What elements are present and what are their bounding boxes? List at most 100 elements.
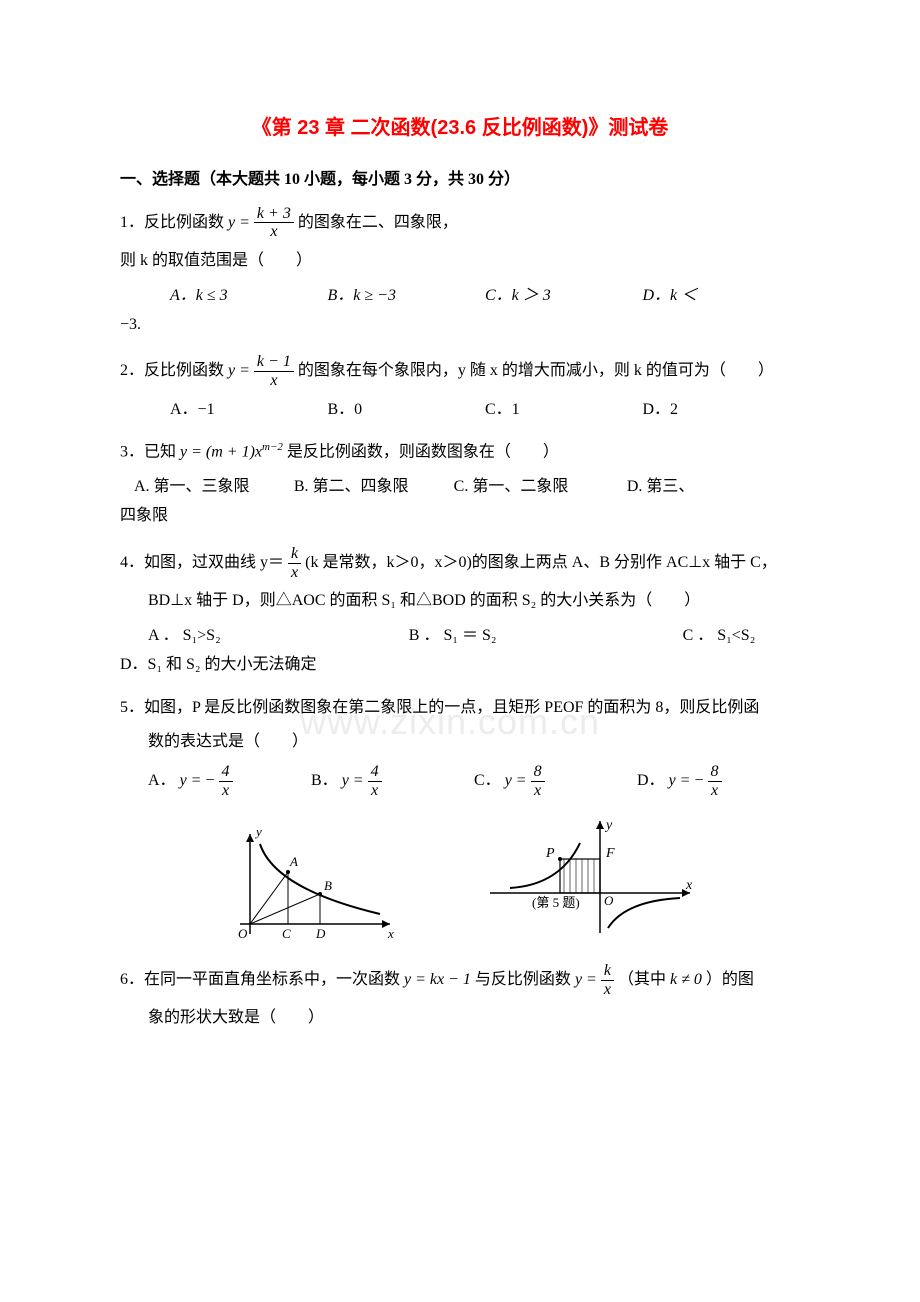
question-3: 3．已知 y = (m + 1)xm−2 是反比例函数，则函数图象在（ ） A.… <box>120 438 800 531</box>
q1-options: A．k ≤ 3 B．k ≥ −3 C．k ＞ 3 D．k ＜ <box>120 282 800 311</box>
figure-q5-wrap: y x P F O (第 5 题) <box>480 813 700 954</box>
q2-stem-b: 的图象在每个象限内，y 随 x 的增大而减小，则 k 的值可为（ ） <box>298 362 774 379</box>
q2-frac-num: k − 1 <box>254 353 294 371</box>
q4-line2: BD⊥x 轴于 D，则△AOC 的面积 S₁ 和△BOD 的面积 S₂ 的大小关… <box>120 587 800 616</box>
page-title: 《第 23 章 二次函数(23.6 反比例函数)》测试卷 <box>120 110 800 146</box>
fig4-C: C <box>282 926 291 941</box>
q1-opt-b-text: B．k ≥ −3 <box>328 287 396 304</box>
fig5-O: O <box>604 893 614 908</box>
q6-stem-c: （其中 <box>618 971 670 988</box>
question-1: 1．反比例函数 y = k + 3 x 的图象在二、四象限， 则 k 的取值范围… <box>120 205 800 340</box>
q6-frac-den: x <box>601 980 614 999</box>
q1-opt-a-text: A．k ≤ 3 <box>170 287 228 304</box>
q5-b-num: 4 <box>368 763 382 781</box>
q5-a-den: x <box>219 781 233 800</box>
q5-a-num: 4 <box>219 763 233 781</box>
q2-stem-a: 2．反比例函数 <box>120 362 228 379</box>
q5-d-pre: D． <box>637 772 665 789</box>
q4-line1: 4．如图，过双曲线 y＝ k x (k 是常数，k＞0，x＞0)的图象上两点 A… <box>120 545 800 581</box>
q3-stem-b: 是反比例函数，则函数图象在（ ） <box>287 444 559 461</box>
q5-opt-d: D． y = − 8 x <box>637 763 800 799</box>
q2-stem: 2．反比例函数 y = k − 1 x 的图象在每个象限内，y 随 x 的增大而… <box>120 353 800 389</box>
question-6: 6．在同一平面直角坐标系中，一次函数 y = kx − 1 与反比例函数 y =… <box>120 962 800 1033</box>
q2-frac-den: x <box>254 371 294 390</box>
q6-stem-b: 与反比例函数 <box>475 971 575 988</box>
fig4-B: B <box>324 878 332 893</box>
q1-stem-b: 的图象在二、四象限， <box>298 214 458 231</box>
fig4-x: x <box>387 926 394 941</box>
q2-options: A．−1 B．0 C．1 D．2 <box>120 396 800 425</box>
q1-frac-den: x <box>254 222 294 241</box>
q5-a-sign: − <box>205 772 214 789</box>
q4-fraction: k x <box>288 545 301 581</box>
q5-b-den: x <box>368 781 382 800</box>
q3-stem-a: 3．已知 <box>120 444 180 461</box>
q4-options-row1: A ． S₁>S₂ B ． S₁ ＝ S₂ C ． S₁<S₂ <box>120 622 800 651</box>
q3-sup: m−2 <box>262 441 283 453</box>
q5-c-y: y = <box>505 772 531 789</box>
q1-opt-c: C．k ＞ 3 <box>485 282 643 311</box>
q3-stem: 3．已知 y = (m + 1)xm−2 是反比例函数，则函数图象在（ ） <box>120 438 800 467</box>
q6-cond: k ≠ 0 <box>670 971 702 988</box>
q3-opt-d: D. 第三、 <box>627 473 787 502</box>
q5-d-sign: − <box>694 772 703 789</box>
q3-opt-b: B. 第二、四象限 <box>294 473 454 502</box>
q5-d-den: x <box>708 781 722 800</box>
q5-opt-b: B． y = 4 x <box>311 763 474 799</box>
q4-opt-b: B ． S₁ ＝ S₂ <box>409 622 683 651</box>
q3-options: A. 第一、三象限 B. 第二、四象限 C. 第一、二象限 D. 第三、 <box>120 473 800 502</box>
q5-d-frac: 8 x <box>708 763 722 799</box>
q6-stem-d: ）的图 <box>706 971 754 988</box>
fig4-A: A <box>289 854 298 869</box>
q1-opt-d-cont: −3. <box>120 311 800 340</box>
q6-y-eq: y = <box>575 971 601 988</box>
q5-c-den: x <box>531 781 545 800</box>
q4-frac-num: k <box>288 545 301 563</box>
q5-a-frac: 4 x <box>219 763 233 799</box>
q1-fraction: k + 3 x <box>254 205 294 241</box>
fig5-y: y <box>604 818 613 833</box>
q6-fraction: k x <box>601 962 614 998</box>
fig5-P: P <box>545 846 555 861</box>
q3-opt-d-cont: 四象限 <box>120 502 800 531</box>
figures-row: y x O A B C D y x <box>120 813 800 954</box>
question-4: 4．如图，过双曲线 y＝ k x (k 是常数，k＞0，x＞0)的图象上两点 A… <box>120 545 800 680</box>
q6-expr1: y = kx − 1 <box>404 971 471 988</box>
q1-stem-a: 1．反比例函数 <box>120 214 228 231</box>
question-5: 5．如图，P 是反比例函数图象在第二象限上的一点，且矩形 PEOF 的面积为 8… <box>120 694 800 800</box>
q1-opt-d-text: D．k ＜ <box>643 287 698 304</box>
q4-line1-b: (k 是常数，k＞0，x＞0)的图象上两点 A、B 分别作 AC⊥x 轴于 C， <box>305 554 777 571</box>
q1-opt-b: B．k ≥ −3 <box>328 282 486 311</box>
q1-opt-a: A．k ≤ 3 <box>170 282 328 311</box>
q5-a-y: y = <box>180 772 206 789</box>
q3-opt-a: A. 第一、三象限 <box>134 473 294 502</box>
q1-frac-num: k + 3 <box>254 205 294 223</box>
q5-d-y: y = <box>669 772 695 789</box>
q5-b-frac: 4 x <box>368 763 382 799</box>
q1-stem-line1: 1．反比例函数 y = k + 3 x 的图象在二、四象限， <box>120 205 800 241</box>
q2-opt-a: A．−1 <box>170 396 328 425</box>
q5-options: A． y = − 4 x B． y = 4 x C． y = 8 x <box>120 763 800 799</box>
q5-line2: 数的表达式是（ ） <box>120 728 800 757</box>
q4-opt-a: A ． S₁>S₂ <box>148 622 409 651</box>
q2-y-eq: y = <box>228 362 254 379</box>
q5-b-pre: B． <box>311 772 338 789</box>
figure-q4: y x O A B C D <box>220 824 400 944</box>
q5-c-pre: C． <box>474 772 501 789</box>
q1-y-eq: y = <box>228 214 254 231</box>
q2-fraction: k − 1 x <box>254 353 294 389</box>
q3-expr: y = (m + 1)x <box>180 444 262 461</box>
q5-b-y: y = <box>342 772 368 789</box>
q4-opt-c: C ． S₁<S₂ <box>683 622 800 651</box>
q5-a-pre: A． <box>148 772 176 789</box>
figure-q5: y x P F O (第 5 题) <box>480 813 700 943</box>
q5-opt-a: A． y = − 4 x <box>148 763 311 799</box>
question-2: 2．反比例函数 y = k − 1 x 的图象在每个象限内，y 随 x 的增大而… <box>120 353 800 424</box>
q5-opt-c: C． y = 8 x <box>474 763 637 799</box>
q6-line1: 6．在同一平面直角坐标系中，一次函数 y = kx − 1 与反比例函数 y =… <box>120 962 800 998</box>
section-heading: 一、选择题（本大题共 10 小题，每小题 3 分，共 30 分） <box>120 166 800 195</box>
q4-frac-den: x <box>288 563 301 582</box>
fig5-caption: (第 5 题) <box>532 895 580 910</box>
q1-opt-d: D．k ＜ <box>643 282 801 311</box>
fig4-y: y <box>254 824 262 839</box>
